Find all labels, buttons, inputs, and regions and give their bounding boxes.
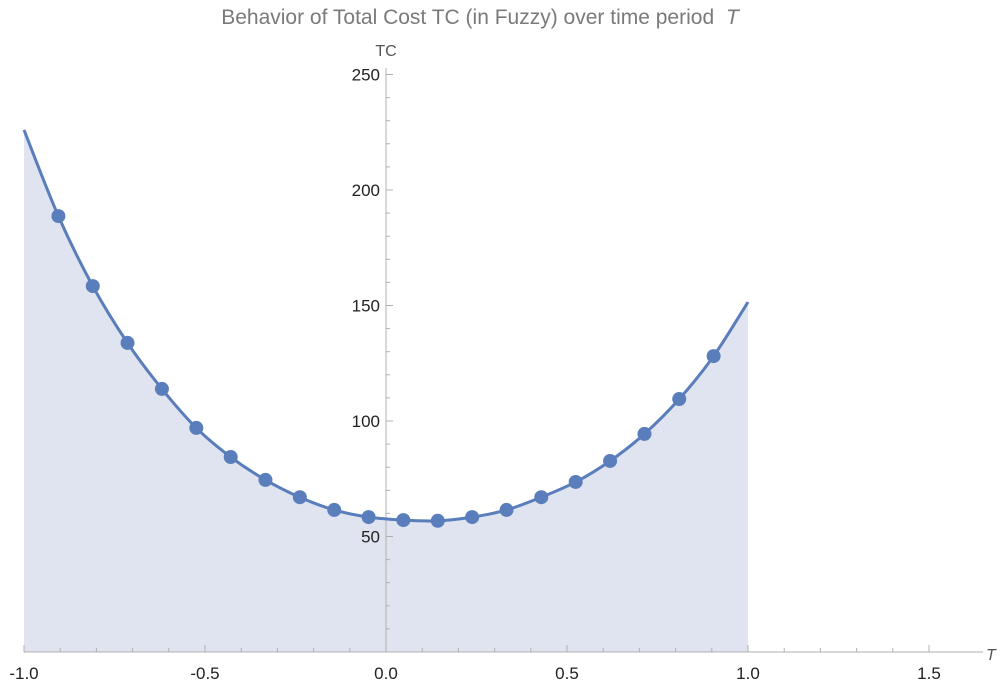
- x-tick-label: 1.5: [917, 664, 941, 683]
- data-point: [154, 381, 169, 396]
- data-point: [396, 513, 411, 528]
- x-tick-label: 0.0: [374, 664, 398, 683]
- data-point: [430, 513, 445, 528]
- chart-title: Behavior of Total Cost TC (in Fuzzy) ove…: [221, 6, 741, 29]
- data-point: [603, 453, 618, 468]
- data-point: [258, 472, 273, 487]
- data-point: [223, 450, 238, 465]
- data-point: [465, 510, 480, 525]
- y-tick-label: 50: [361, 528, 380, 547]
- data-point: [672, 392, 687, 407]
- data-point: [637, 426, 652, 441]
- data-point: [568, 474, 583, 489]
- data-point: [292, 490, 307, 505]
- x-tick-label: -0.5: [190, 664, 219, 683]
- data-point: [534, 490, 549, 505]
- data-point: [706, 349, 721, 364]
- data-point: [85, 279, 100, 294]
- y-tick-label: 200: [352, 181, 380, 200]
- data-point: [327, 502, 342, 517]
- area-fill: [24, 129, 748, 652]
- y-tick-label: 100: [352, 412, 380, 431]
- x-tick-label: 1.0: [736, 664, 760, 683]
- x-tick-label: -1.0: [9, 664, 38, 683]
- x-tick-label: 0.5: [555, 664, 579, 683]
- data-point: [499, 502, 514, 517]
- data-point: [361, 510, 376, 525]
- data-point: [51, 209, 66, 224]
- data-point: [189, 420, 204, 435]
- y-tick-label: 250: [352, 66, 380, 85]
- x-axis-label: T: [986, 647, 997, 664]
- y-axis-label: TC: [375, 43, 396, 60]
- y-tick-label: 150: [352, 297, 380, 316]
- data-point: [120, 335, 135, 350]
